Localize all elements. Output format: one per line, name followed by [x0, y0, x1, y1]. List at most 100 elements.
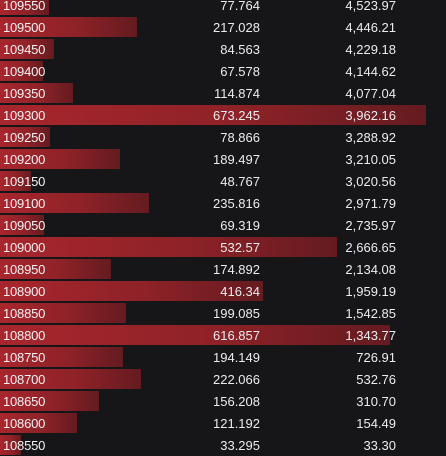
price-cell: 109300	[3, 107, 46, 123]
size-cell: 673.245	[213, 107, 260, 123]
total-cell: 3,288.92	[345, 129, 396, 145]
order-book-row[interactable]: 108600 121.192 154.49	[0, 412, 446, 434]
depth-bar	[0, 39, 54, 59]
size-cell: 67.578	[220, 63, 260, 79]
price-cell: 109450	[3, 41, 46, 57]
total-cell: 4,077.04	[345, 85, 396, 101]
depth-bar	[0, 347, 123, 367]
order-book-row[interactable]: 108800 616.857 1,343.77	[0, 324, 446, 346]
depth-bar	[0, 303, 126, 323]
depth-bar	[0, 259, 111, 279]
total-cell: 4,523.97	[345, 0, 396, 13]
size-cell: 48.767	[220, 173, 260, 189]
depth-bar	[0, 413, 77, 433]
order-book-row[interactable]: 109400 67.578 4,144.62	[0, 60, 446, 82]
total-cell: 2,735.97	[345, 217, 396, 233]
total-cell: 1,542.85	[345, 305, 396, 321]
size-cell: 217.028	[213, 19, 260, 35]
price-cell: 108900	[3, 283, 46, 299]
price-cell: 108750	[3, 349, 46, 365]
order-book-row[interactable]: 108550 33.295 33.30	[0, 434, 446, 456]
order-book-row[interactable]: 109450 84.563 4,229.18	[0, 38, 446, 60]
size-cell: 416.34	[220, 283, 260, 299]
total-cell: 4,229.18	[345, 41, 396, 57]
size-cell: 222.066	[213, 371, 260, 387]
price-cell: 109100	[3, 195, 46, 211]
price-cell: 109000	[3, 239, 46, 255]
order-book-row[interactable]: 108650 156.208 310.70	[0, 390, 446, 412]
price-cell: 109500	[3, 19, 46, 35]
price-cell: 109350	[3, 85, 46, 101]
price-cell: 109050	[3, 217, 46, 233]
total-cell: 532.76	[356, 371, 396, 387]
size-cell: 156.208	[213, 393, 260, 409]
depth-bar	[0, 237, 337, 257]
order-book-row[interactable]: 108950 174.892 2,134.08	[0, 258, 446, 280]
total-cell: 2,666.65	[345, 239, 396, 255]
total-cell: 1,343.77	[345, 327, 396, 343]
total-cell: 154.49	[356, 415, 396, 431]
depth-bar	[0, 105, 426, 125]
size-cell: 235.816	[213, 195, 260, 211]
price-cell: 108800	[3, 327, 46, 343]
price-cell: 108600	[3, 415, 46, 431]
price-cell: 109150	[3, 173, 46, 189]
total-cell: 1,959.19	[345, 283, 396, 299]
order-book-row[interactable]: 109150 48.767 3,020.56	[0, 170, 446, 192]
order-book-row[interactable]: 109550 77.764 4,523.97	[0, 0, 446, 16]
price-cell: 108950	[3, 261, 46, 277]
order-book-row[interactable]: 109100 235.816 2,971.79	[0, 192, 446, 214]
depth-bar	[0, 83, 73, 103]
depth-bar	[0, 17, 137, 37]
total-cell: 4,446.21	[345, 19, 396, 35]
depth-bar	[0, 0, 49, 15]
depth-bar	[0, 171, 31, 191]
total-cell: 3,210.05	[345, 151, 396, 167]
price-cell: 109250	[3, 129, 46, 145]
order-book-row[interactable]: 108850 199.085 1,542.85	[0, 302, 446, 324]
price-cell: 109550	[3, 0, 46, 13]
depth-bar	[0, 61, 43, 81]
size-cell: 199.085	[213, 305, 260, 321]
depth-bar	[0, 281, 263, 301]
depth-bar	[0, 435, 21, 455]
size-cell: 69.319	[220, 217, 260, 233]
total-cell: 3,020.56	[345, 173, 396, 189]
depth-bar	[0, 193, 149, 213]
size-cell: 194.149	[213, 349, 260, 365]
order-book-row[interactable]: 109050 69.319 2,735.97	[0, 214, 446, 236]
price-cell: 108850	[3, 305, 46, 321]
size-cell: 121.192	[213, 415, 260, 431]
size-cell: 174.892	[213, 261, 260, 277]
total-cell: 4,144.62	[345, 63, 396, 79]
price-cell: 109200	[3, 151, 46, 167]
order-book-row[interactable]: 108750 194.149 726.91	[0, 346, 446, 368]
depth-bar	[0, 127, 50, 147]
total-cell: 33.30	[363, 437, 396, 453]
order-book-row[interactable]: 108700 222.066 532.76	[0, 368, 446, 390]
price-cell: 109400	[3, 63, 46, 79]
size-cell: 84.563	[220, 41, 260, 57]
depth-bar	[0, 391, 99, 411]
order-book-row[interactable]: 109000 532.57 2,666.65	[0, 236, 446, 258]
size-cell: 33.295	[220, 437, 260, 453]
size-cell: 189.497	[213, 151, 260, 167]
size-cell: 532.57	[220, 239, 260, 255]
price-cell: 108550	[3, 437, 46, 453]
order-book-row[interactable]: 109200 189.497 3,210.05	[0, 148, 446, 170]
depth-bar	[0, 325, 390, 345]
depth-bar	[0, 369, 141, 389]
order-book-row[interactable]: 109250 78.866 3,288.92	[0, 126, 446, 148]
order-book-row[interactable]: 109500 217.028 4,446.21	[0, 16, 446, 38]
size-cell: 114.874	[213, 85, 260, 101]
total-cell: 3,962.16	[345, 107, 396, 123]
order-book-row[interactable]: 109350 114.874 4,077.04	[0, 82, 446, 104]
depth-bar	[0, 149, 120, 169]
total-cell: 726.91	[356, 349, 396, 365]
total-cell: 2,971.79	[345, 195, 396, 211]
order-book-row[interactable]: 108900 416.34 1,959.19	[0, 280, 446, 302]
order-book-row[interactable]: 109300 673.245 3,962.16	[0, 104, 446, 126]
size-cell: 77.764	[220, 0, 260, 13]
depth-bar	[0, 215, 44, 235]
